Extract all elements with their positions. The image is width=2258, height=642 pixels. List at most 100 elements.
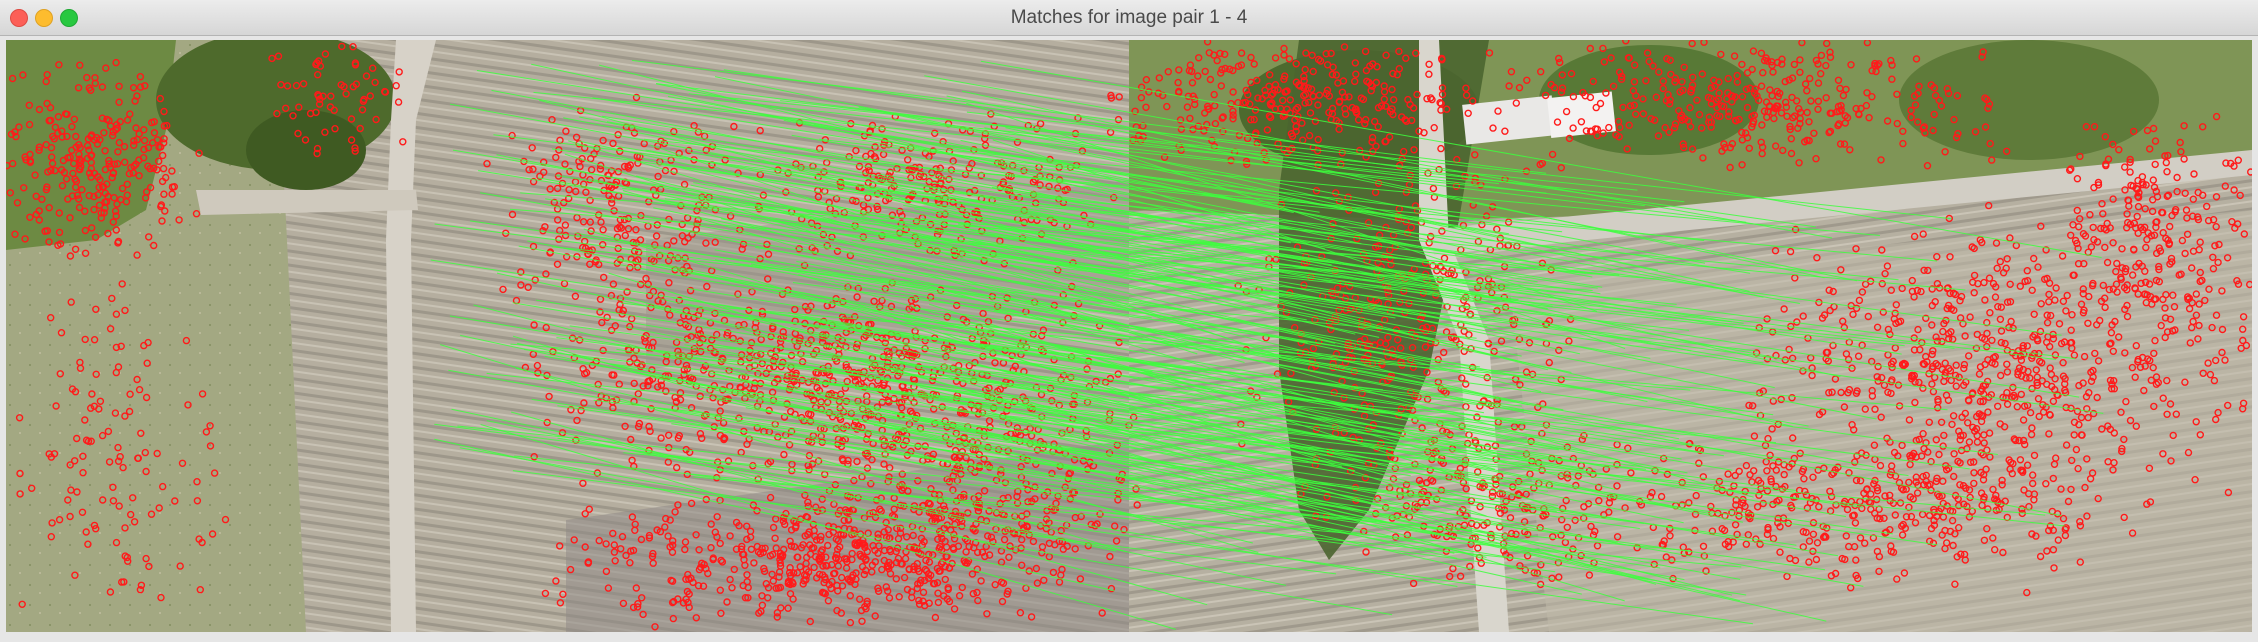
keypoint-marker (1932, 477, 1941, 486)
keypoint-marker (114, 148, 122, 156)
keypoint-marker (1027, 613, 1036, 621)
keypoint-marker (1839, 91, 1848, 100)
keypoint-marker (1600, 58, 1609, 66)
keypoint-marker (66, 252, 75, 260)
keypoint-marker (1447, 269, 1455, 278)
title-bar[interactable]: Matches for image pair 1 - 4 (0, 0, 2258, 36)
keypoint-marker (1358, 389, 1366, 398)
keypoint-marker (1852, 304, 1861, 312)
keypoint-marker (987, 533, 996, 541)
keypoint-marker (729, 334, 737, 343)
keypoint-marker (530, 453, 538, 461)
keypoint-marker (1786, 125, 1794, 134)
keypoint-marker (2109, 195, 2117, 203)
keypoint-marker (2059, 359, 2067, 367)
keypoint-marker (925, 558, 934, 566)
keypoint-marker (826, 205, 834, 213)
keypoint-marker (1393, 71, 1402, 79)
keypoint-marker (1292, 122, 1300, 131)
keypoint-marker (1423, 323, 1431, 331)
keypoint-marker (130, 137, 138, 145)
close-button[interactable] (10, 9, 28, 27)
keypoint-marker (2067, 165, 2075, 173)
keypoint-marker (707, 520, 715, 528)
keypoint-marker (611, 557, 619, 565)
keypoint-marker (1816, 70, 1825, 78)
keypoint-marker (925, 550, 933, 559)
keypoint-marker (838, 313, 847, 321)
keypoint-marker (2137, 223, 2145, 232)
keypoint-marker (632, 225, 640, 234)
keypoint-marker (2164, 151, 2172, 160)
keypoint-marker (1494, 107, 1502, 115)
keypoint-marker (1280, 72, 1289, 80)
keypoint-marker (283, 82, 292, 90)
keypoint-marker (337, 81, 345, 89)
keypoint-marker (1800, 138, 1809, 146)
keypoint-marker (1906, 493, 1915, 501)
keypoint-marker (1300, 77, 1308, 85)
keypoint-marker (739, 581, 747, 590)
keypoint-marker (1221, 64, 1229, 73)
keypoint-marker (708, 336, 716, 344)
keypoint-marker (2075, 215, 2084, 223)
keypoint-marker (1861, 405, 1870, 413)
keypoint-marker (64, 496, 72, 504)
keypoint-marker (2218, 348, 2226, 357)
keypoint-marker (1865, 113, 1873, 122)
keypoint-marker (1780, 305, 1788, 313)
keypoint-marker (1654, 132, 1663, 140)
keypoint-marker (1952, 382, 1961, 390)
keypoint-marker (1753, 503, 1762, 511)
keypoint-marker (142, 467, 150, 476)
keypoint-marker (1873, 484, 1881, 492)
keypoint-marker (2138, 173, 2147, 181)
keypoint-marker (1688, 40, 1696, 48)
keypoint-marker (1593, 131, 1602, 140)
keypoint-marker (331, 124, 339, 133)
keypoint-marker (2098, 425, 2106, 433)
keypoint-marker (76, 144, 84, 152)
keypoint-marker (664, 532, 672, 540)
keypoint-marker (81, 226, 90, 235)
keypoint-marker (2006, 298, 2015, 306)
keypoint-marker (1707, 123, 1715, 131)
keypoint-marker (2187, 264, 2196, 272)
keypoint-marker (135, 171, 143, 180)
keypoint-marker (681, 545, 689, 554)
keypoint-marker (1979, 390, 1988, 398)
keypoint-marker (886, 168, 894, 177)
keypoint-marker (634, 390, 642, 398)
keypoint-marker (1838, 554, 1846, 563)
keypoint-marker (1592, 103, 1600, 112)
keypoint-marker (1374, 122, 1382, 131)
keypoint-marker (121, 412, 129, 420)
keypoint-marker (1305, 131, 1314, 140)
keypoint-marker (2045, 430, 2053, 438)
keypoint-marker (1805, 118, 1813, 126)
keypoint-marker (2014, 370, 2022, 379)
keypoint-marker (703, 282, 711, 291)
keypoint-marker (1856, 477, 1865, 485)
keypoint-marker (775, 573, 783, 581)
keypoint-marker (1364, 425, 1373, 433)
keypoint-marker (927, 485, 935, 493)
keypoint-marker (780, 413, 789, 421)
keypoint-marker (1437, 106, 1445, 114)
keypoint-marker (2145, 464, 2154, 472)
keypoint-marker (1335, 125, 1343, 133)
zoom-button[interactable] (60, 9, 78, 27)
keypoint-marker (786, 537, 794, 545)
keypoint-marker (2171, 205, 2180, 214)
keypoint-marker (1724, 470, 1732, 478)
keypoint-marker (2053, 510, 2062, 518)
keypoint-marker (812, 503, 820, 511)
keypoint-marker (98, 83, 107, 91)
keypoint-marker (1943, 85, 1952, 93)
minimize-button[interactable] (35, 9, 53, 27)
keypoint-marker (1831, 466, 1840, 474)
keypoint-marker (581, 237, 589, 246)
keypoint-marker (581, 144, 589, 152)
keypoint-marker (1835, 107, 1844, 115)
keypoint-marker (893, 524, 901, 533)
